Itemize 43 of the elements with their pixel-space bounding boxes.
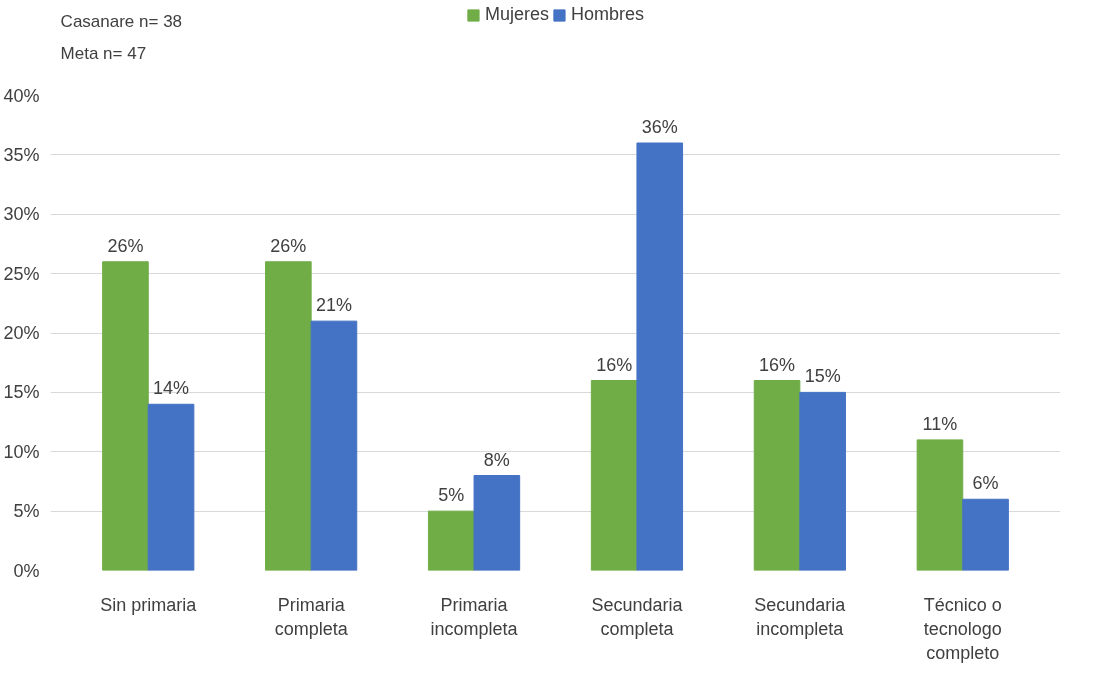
y-tick-label: 20%: [3, 323, 40, 343]
data-label: 15%: [804, 366, 841, 387]
bar: [799, 391, 846, 571]
data-label: 26%: [270, 235, 307, 256]
data-label: 11%: [922, 413, 958, 434]
data-label: 21%: [315, 295, 352, 316]
x-tick-label: Secundaria completa: [591, 594, 684, 639]
x-tick-label: Primaria completa: [274, 594, 349, 639]
x-tick-label: Técnico o tecnologo completo: [923, 594, 1002, 663]
data-label: 6%: [972, 473, 999, 494]
data-label: 26%: [107, 235, 144, 256]
y-tick-label: 10%: [3, 441, 40, 462]
data-label: 16%: [596, 354, 633, 375]
bar: [102, 261, 149, 571]
bar: [753, 380, 801, 571]
bar: [636, 142, 684, 571]
text: Meta n= 47: [60, 43, 147, 63]
bar: [147, 403, 195, 571]
bar: [916, 439, 964, 571]
x-tick-label: Secundaria incompleta: [754, 594, 847, 639]
x-tick-label: Sin primaria: [100, 594, 198, 615]
legend-label: Mujeres: [484, 4, 549, 25]
bar: [590, 380, 638, 571]
bar: [427, 510, 475, 571]
data-label: 36%: [641, 117, 678, 137]
y-tick-label: 30%: [3, 204, 40, 225]
bar: [962, 498, 1009, 571]
data-label: 5%: [438, 485, 465, 506]
y-tick-label: 40%: [3, 85, 40, 106]
bar: [473, 475, 521, 571]
y-tick-label: 5%: [13, 501, 40, 522]
y-tick-label: 35%: [3, 144, 40, 165]
text: Casanare n= 38: [60, 11, 183, 31]
y-tick-label: 25%: [3, 263, 40, 284]
bar: [310, 320, 358, 571]
data-label: 8%: [483, 449, 510, 470]
legend-label: Hombres: [571, 4, 645, 25]
y-tick-label: 15%: [3, 382, 40, 403]
data-label: 14%: [153, 378, 190, 399]
bar: [265, 261, 312, 571]
data-label: 16%: [759, 354, 796, 375]
x-tick-label: Primaria incompleta: [430, 594, 519, 639]
y-tick-label: 0%: [13, 560, 40, 581]
